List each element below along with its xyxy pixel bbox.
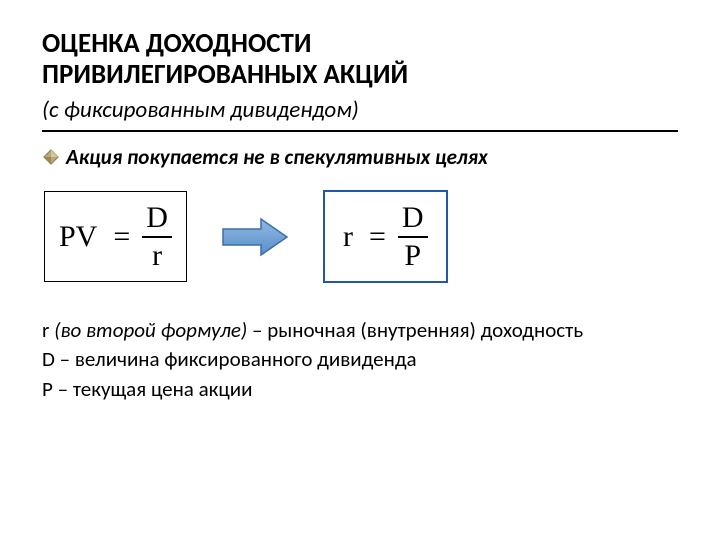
def-note-r: (во второй формуле) [49,317,247,343]
arrow-right-icon [217,213,293,261]
definition-d: D – величина фиксированного дивиденда [42,346,678,373]
definition-r: r (во второй формуле) – рыночная (внутре… [42,317,678,344]
formula2-fraction: D P [398,202,428,271]
formula1-eq: = [113,220,130,254]
formula1-num: D [142,202,172,236]
title-line-2: ПРИВИЛЕГИРОВАННЫХ АКЦИЙ [42,58,408,91]
def-desc-d: – величина фиксированного дивиденда [55,346,417,372]
definitions-block: r (во второй формуле) – рыночная (внутре… [42,317,678,403]
def-desc-r: – рыночная (внутренняя) доходность [247,317,583,343]
formulas-row: PV = D r r = D P [44,190,678,283]
formula-pv: PV = D r [44,191,187,282]
slide-subtitle: (с фиксированным дивидендом) [42,96,678,132]
formula1-fraction: D r [142,202,172,271]
diamond-bullet-icon [42,148,60,166]
formula-r: r = D P [323,190,448,283]
formula2-lhs: r [343,220,353,254]
formula2-num: D [398,202,428,236]
title-line-1: ОЦЕНКА ДОХОДНОСТИ [42,27,311,60]
formula1-den: r [148,238,166,272]
def-sym-p: P [42,376,53,402]
def-desc-p: – текущая цена акции [53,376,253,402]
formula1-lhs: PV [59,220,97,254]
definition-p: P – текущая цена акции [42,376,678,403]
bullet-point: Акция покупается не в спекулятивных целя… [42,144,678,170]
def-sym-d: D [42,346,55,372]
formula2-den: P [400,238,425,272]
formula2-eq: = [369,220,386,254]
bullet-text: Акция покупается не в спекулятивных целя… [66,144,488,170]
slide-title: ОЦЕНКА ДОХОДНОСТИ ПРИВИЛЕГИРОВАННЫХ АКЦИ… [42,28,678,90]
